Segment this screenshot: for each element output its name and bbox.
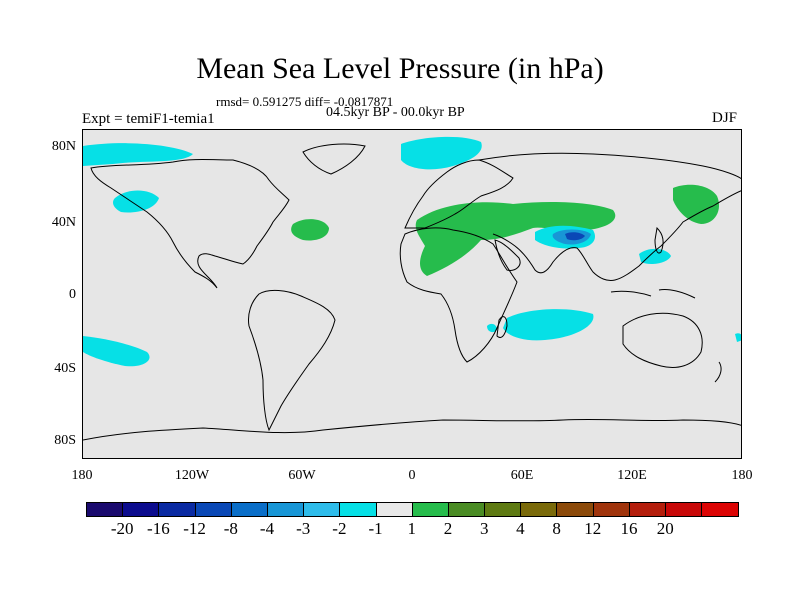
colorbar-swatch (557, 503, 594, 516)
colorbar-label: -2 (332, 519, 347, 538)
anomaly-south-pacific (83, 336, 150, 367)
lon-tick-0: 0 (408, 468, 416, 483)
colorbar-swatch (267, 503, 305, 516)
lat-tick-80s: 80S (54, 433, 76, 448)
coast-greenland (302, 143, 366, 175)
season-label: DJF (712, 110, 738, 126)
anomaly-kamchatka (673, 184, 720, 224)
lon-tick-60w: 60W (288, 468, 316, 483)
lon-tick-120e: 120E (617, 468, 647, 483)
anomaly-north-pacific (113, 190, 159, 213)
colorbar-swatch (195, 503, 232, 516)
lon-tick-60e: 60E (510, 468, 534, 483)
colorbar-label: -1 (368, 519, 383, 538)
coast-madagascar (496, 316, 508, 339)
colorbar-swatch (485, 503, 522, 516)
anomaly-madagascar-small (487, 323, 497, 333)
coast-indonesia (610, 289, 696, 299)
coast-new-zealand (714, 361, 722, 383)
experiment-label: Expt = temiF1-temia1 (82, 111, 215, 127)
colorbar-label: 16 (620, 519, 638, 538)
lat-tick-40n: 40N (51, 215, 76, 230)
colorbar-swatch (376, 503, 413, 516)
colorbar-swatch (412, 503, 449, 516)
lat-tick-80n: 80N (51, 139, 76, 154)
period-text: 04.5kyr BP - 00.0kyr BP (326, 105, 465, 120)
lat-tick-40s: 40S (54, 361, 76, 376)
coast-south-america (248, 289, 336, 432)
anomaly-arctic-atlantic (401, 136, 482, 170)
colorbar-label: 1 (407, 519, 417, 538)
colorbar-swatch (159, 503, 196, 516)
colorbar-label: 8 (552, 519, 561, 538)
colorbar-label: -16 (147, 519, 170, 538)
colorbar-label: 20 (656, 519, 674, 538)
chart-title: Mean Sea Level Pressure (in hPa) (196, 52, 604, 85)
colorbar (86, 502, 740, 517)
coast-australia (622, 312, 703, 368)
lon-tick-180w: 180 (71, 468, 93, 483)
anomaly-sahara-eurasia (415, 202, 616, 276)
colorbar-swatch (702, 503, 739, 516)
lon-tick-120w: 120W (174, 468, 210, 483)
anomaly-fields (83, 136, 741, 367)
world-map (82, 129, 742, 459)
colorbar-swatch (340, 503, 377, 516)
colorbar-label: 2 (443, 519, 453, 538)
map-canvas (83, 136, 741, 441)
anomaly-tibet-extreme (565, 232, 585, 241)
colorbar-swatch (593, 503, 630, 516)
colorbar-label: -3 (296, 519, 311, 538)
colorbar-swatch (87, 503, 124, 516)
anomaly-japan-east (639, 248, 671, 264)
anomaly-greenland-north (83, 143, 193, 166)
colorbar-swatch (231, 503, 268, 516)
coast-north-america (90, 159, 290, 289)
colorbar-swatch (629, 503, 666, 516)
colorbar-swatch (448, 503, 486, 516)
coast-africa (399, 227, 518, 363)
colorbar-swatch (521, 503, 558, 516)
colorbar-swatch (123, 503, 160, 516)
colorbar-label: 4 (516, 519, 525, 538)
anomaly-south-pacific-east (735, 333, 741, 342)
colorbar-label: 12 (584, 519, 602, 538)
colorbar-label: 3 (479, 519, 489, 538)
coast-arabia (494, 239, 521, 271)
coastlines (83, 143, 741, 441)
coast-japan (654, 226, 664, 254)
colorbar-label: -12 (183, 519, 206, 538)
colorbar-label: -8 (223, 519, 238, 538)
stats-text: rmsd= 0.591275 diff= -0.0817871 (216, 94, 394, 109)
lon-tick-180e: 180 (731, 468, 753, 483)
anomaly-indian-ocean (503, 309, 594, 341)
colorbar-swatch (666, 503, 703, 516)
colorbar-label: -4 (259, 519, 275, 538)
coast-antarctica (83, 418, 741, 441)
colorbar-swatch (304, 503, 341, 516)
coast-europe (404, 159, 514, 229)
anomaly-mid-atlantic (291, 219, 329, 241)
colorbar-label: -20 (110, 519, 134, 538)
coast-asia (478, 152, 741, 281)
lat-tick-0: 0 (69, 287, 76, 302)
